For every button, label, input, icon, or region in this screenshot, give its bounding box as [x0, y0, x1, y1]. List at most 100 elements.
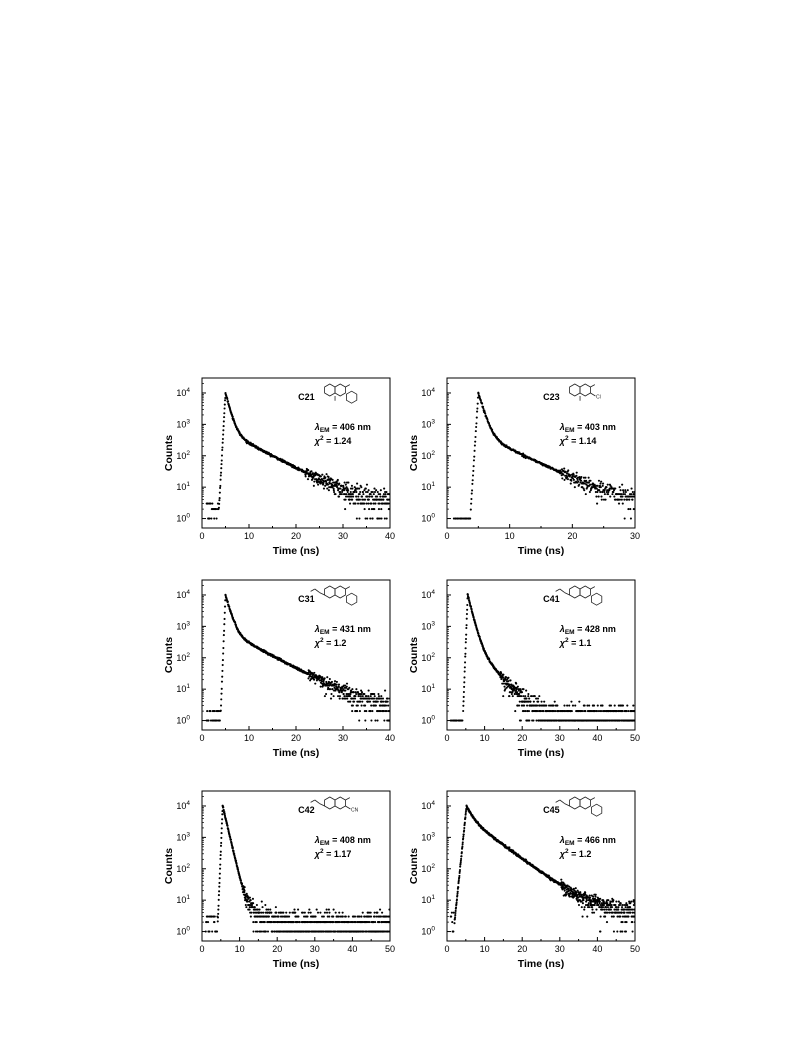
data-point: [587, 481, 590, 484]
data-point: [593, 710, 597, 713]
data-point: [602, 903, 606, 907]
data-point: [471, 474, 475, 477]
data-point: [599, 482, 602, 485]
data-point: [618, 903, 622, 907]
data-point: [266, 911, 269, 914]
data-point: [624, 930, 628, 933]
data-point: [364, 487, 367, 490]
data-point: [325, 911, 329, 914]
data-point: [604, 915, 607, 918]
y-tick-label: 100: [421, 926, 435, 937]
data-point: [379, 489, 382, 492]
data-point: [625, 921, 628, 924]
data-point: [250, 903, 254, 907]
emission-wavelength-annotation: λEM = 428 nm: [559, 624, 616, 636]
data-point: [563, 704, 566, 707]
data-point: [461, 845, 464, 848]
data-point: [315, 908, 318, 911]
data-point: [372, 697, 376, 700]
data-point: [613, 704, 616, 707]
data-point: [474, 430, 477, 433]
data-point: [566, 475, 569, 479]
data-point: [457, 879, 460, 882]
data-point: [620, 906, 624, 909]
data-point: [340, 689, 343, 692]
x-tick-label: 30: [338, 531, 348, 541]
data-point: [354, 695, 357, 698]
emission-wavelength-annotation: λEM = 403 nm: [559, 422, 616, 434]
data-point: [213, 517, 216, 520]
data-point: [623, 517, 626, 520]
data-point: [479, 399, 482, 402]
y-axis-title: Counts: [163, 435, 175, 471]
data-point: [218, 890, 221, 893]
data-point: [219, 484, 222, 488]
data-point: [605, 921, 609, 924]
data-point: [344, 508, 347, 511]
data-point: [256, 908, 259, 911]
data-point: [365, 710, 368, 713]
data-point: [219, 863, 222, 866]
data-point: [325, 480, 328, 483]
data-point: [601, 490, 604, 494]
data-point: [555, 719, 558, 722]
data-point: [458, 874, 461, 877]
data-point: [328, 911, 331, 914]
x-axis-title: Time (ns): [518, 958, 564, 970]
data-point: [455, 898, 459, 901]
data-point: [455, 719, 458, 722]
data-point: [606, 489, 609, 492]
data-point: [219, 850, 222, 853]
data-point: [360, 691, 364, 694]
x-tick-label: 30: [555, 733, 565, 743]
data-point: [593, 483, 596, 486]
data-point: [249, 899, 252, 902]
data-point: [481, 402, 484, 405]
data-point: [219, 857, 222, 860]
data-point: [462, 690, 465, 694]
data-point: [277, 915, 280, 918]
data-point: [380, 517, 383, 520]
data-point: [386, 700, 389, 703]
data-point: [525, 697, 528, 700]
data-point: [622, 489, 625, 492]
data-point: [223, 399, 227, 402]
data-point: [222, 425, 225, 428]
data-point: [368, 697, 371, 700]
data-point: [454, 909, 457, 913]
data-point: [455, 901, 458, 904]
data-point: [296, 921, 299, 924]
data-point: [467, 596, 470, 600]
y-tick-label: 100: [421, 513, 435, 524]
data-point: [358, 710, 361, 713]
data-point: [360, 915, 363, 918]
data-point: [626, 489, 629, 492]
data-point: [378, 921, 381, 924]
y-tick-label: 102: [176, 652, 190, 663]
data-point: [243, 889, 246, 892]
data-point: [326, 915, 329, 918]
data-point: [210, 517, 213, 520]
data-point: [364, 719, 367, 722]
data-point: [213, 710, 216, 713]
data-point: [564, 474, 567, 477]
data-point: [337, 489, 340, 492]
data-point: [617, 906, 620, 909]
data-point: [515, 682, 518, 685]
data-point: [208, 517, 211, 520]
data-point: [623, 903, 626, 907]
data-point: [527, 700, 530, 703]
data-point: [631, 498, 634, 501]
data-point: [470, 497, 473, 501]
x-tick-label: 30: [338, 733, 348, 743]
data-point: [303, 915, 306, 918]
data-point: [454, 914, 457, 917]
data-point: [462, 704, 465, 707]
data-point: [231, 847, 234, 850]
data-point: [573, 486, 576, 489]
data-point: [475, 425, 478, 429]
data-point: [360, 495, 364, 498]
data-point: [373, 487, 376, 490]
data-point: [599, 930, 602, 933]
data-point: [462, 835, 465, 838]
